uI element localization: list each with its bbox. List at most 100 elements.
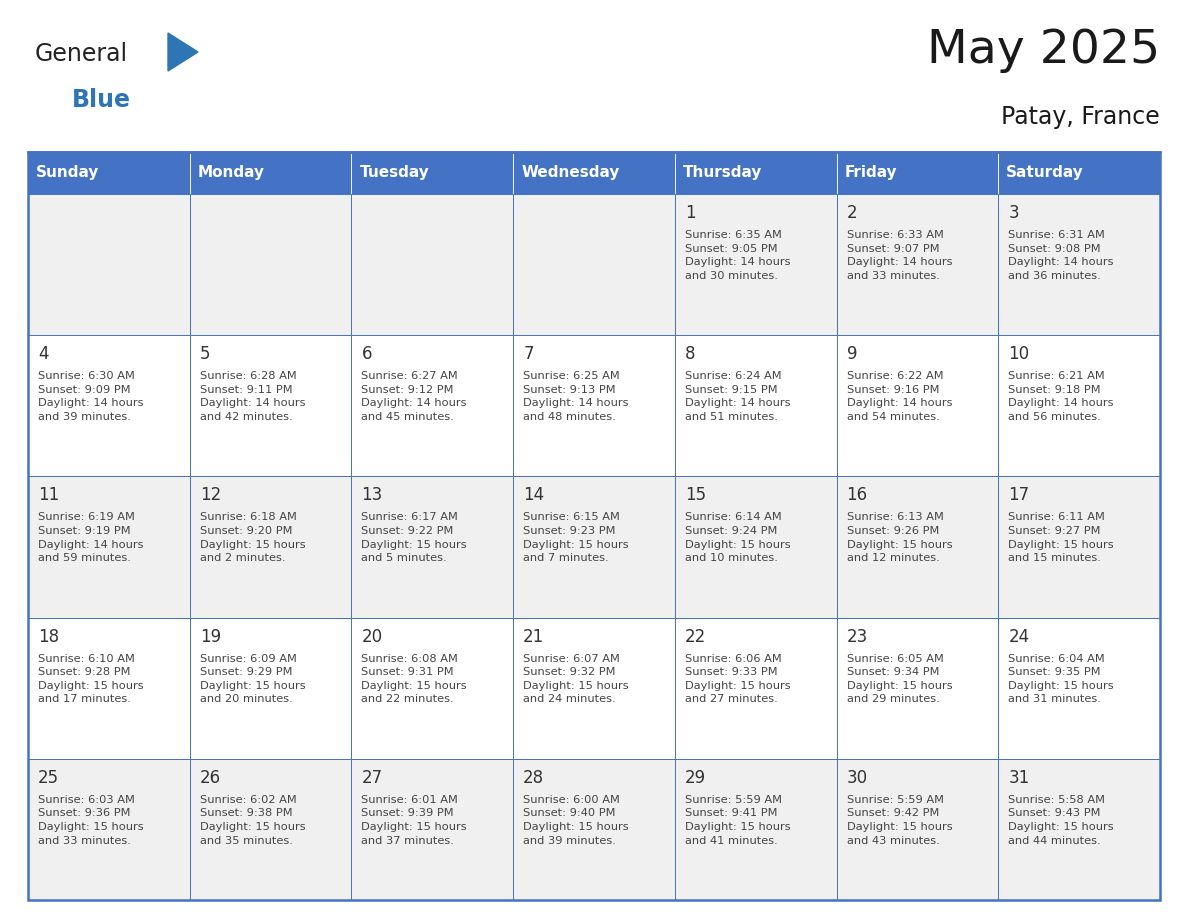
Text: Sunrise: 6:27 AM
Sunset: 9:12 PM
Daylight: 14 hours
and 45 minutes.: Sunrise: 6:27 AM Sunset: 9:12 PM Dayligh… [361,371,467,422]
Text: 24: 24 [1009,628,1030,645]
Text: Sunrise: 5:58 AM
Sunset: 9:43 PM
Daylight: 15 hours
and 44 minutes.: Sunrise: 5:58 AM Sunset: 9:43 PM Dayligh… [1009,795,1114,845]
Text: 13: 13 [361,487,383,504]
Text: 19: 19 [200,628,221,645]
FancyBboxPatch shape [29,152,190,194]
FancyBboxPatch shape [513,335,675,476]
FancyBboxPatch shape [675,618,836,759]
FancyBboxPatch shape [190,152,352,194]
FancyBboxPatch shape [675,194,836,335]
Text: Sunrise: 6:21 AM
Sunset: 9:18 PM
Daylight: 14 hours
and 56 minutes.: Sunrise: 6:21 AM Sunset: 9:18 PM Dayligh… [1009,371,1114,422]
FancyBboxPatch shape [352,335,513,476]
FancyBboxPatch shape [352,759,513,900]
Text: 30: 30 [847,768,867,787]
Text: 16: 16 [847,487,867,504]
Text: Sunrise: 6:25 AM
Sunset: 9:13 PM
Daylight: 14 hours
and 48 minutes.: Sunrise: 6:25 AM Sunset: 9:13 PM Dayligh… [523,371,628,422]
FancyBboxPatch shape [190,759,352,900]
Text: 6: 6 [361,345,372,364]
FancyBboxPatch shape [998,618,1159,759]
Text: Sunrise: 6:07 AM
Sunset: 9:32 PM
Daylight: 15 hours
and 24 minutes.: Sunrise: 6:07 AM Sunset: 9:32 PM Dayligh… [523,654,628,704]
Text: 15: 15 [684,487,706,504]
Text: 25: 25 [38,768,59,787]
Text: 21: 21 [523,628,544,645]
Text: 3: 3 [1009,204,1019,222]
Text: 9: 9 [847,345,857,364]
FancyBboxPatch shape [675,335,836,476]
FancyBboxPatch shape [675,759,836,900]
FancyBboxPatch shape [513,152,675,194]
FancyBboxPatch shape [998,335,1159,476]
FancyBboxPatch shape [352,194,513,335]
Text: 29: 29 [684,768,706,787]
FancyBboxPatch shape [836,152,998,194]
FancyBboxPatch shape [513,194,675,335]
Text: 17: 17 [1009,487,1030,504]
Text: Sunrise: 6:18 AM
Sunset: 9:20 PM
Daylight: 15 hours
and 2 minutes.: Sunrise: 6:18 AM Sunset: 9:20 PM Dayligh… [200,512,305,564]
FancyBboxPatch shape [998,759,1159,900]
FancyBboxPatch shape [513,759,675,900]
Text: Thursday: Thursday [683,165,763,181]
Text: 2: 2 [847,204,858,222]
Text: Friday: Friday [845,165,897,181]
Text: 12: 12 [200,487,221,504]
FancyBboxPatch shape [998,152,1159,194]
Polygon shape [168,33,198,71]
Text: Sunrise: 6:06 AM
Sunset: 9:33 PM
Daylight: 15 hours
and 27 minutes.: Sunrise: 6:06 AM Sunset: 9:33 PM Dayligh… [684,654,790,704]
Text: 7: 7 [523,345,533,364]
Text: Sunrise: 6:30 AM
Sunset: 9:09 PM
Daylight: 14 hours
and 39 minutes.: Sunrise: 6:30 AM Sunset: 9:09 PM Dayligh… [38,371,144,422]
Text: 27: 27 [361,768,383,787]
Text: Sunrise: 6:35 AM
Sunset: 9:05 PM
Daylight: 14 hours
and 30 minutes.: Sunrise: 6:35 AM Sunset: 9:05 PM Dayligh… [684,230,790,281]
FancyBboxPatch shape [998,476,1159,618]
Text: Sunrise: 6:03 AM
Sunset: 9:36 PM
Daylight: 15 hours
and 33 minutes.: Sunrise: 6:03 AM Sunset: 9:36 PM Dayligh… [38,795,144,845]
Text: 14: 14 [523,487,544,504]
FancyBboxPatch shape [998,194,1159,335]
Text: 11: 11 [38,487,59,504]
Text: Sunrise: 6:13 AM
Sunset: 9:26 PM
Daylight: 15 hours
and 12 minutes.: Sunrise: 6:13 AM Sunset: 9:26 PM Dayligh… [847,512,953,564]
Text: Sunday: Sunday [36,165,100,181]
FancyBboxPatch shape [836,759,998,900]
FancyBboxPatch shape [675,152,836,194]
Text: Sunrise: 6:33 AM
Sunset: 9:07 PM
Daylight: 14 hours
and 33 minutes.: Sunrise: 6:33 AM Sunset: 9:07 PM Dayligh… [847,230,952,281]
Text: Sunrise: 6:04 AM
Sunset: 9:35 PM
Daylight: 15 hours
and 31 minutes.: Sunrise: 6:04 AM Sunset: 9:35 PM Dayligh… [1009,654,1114,704]
FancyBboxPatch shape [29,759,190,900]
Text: Sunrise: 6:24 AM
Sunset: 9:15 PM
Daylight: 14 hours
and 51 minutes.: Sunrise: 6:24 AM Sunset: 9:15 PM Dayligh… [684,371,790,422]
FancyBboxPatch shape [29,335,190,476]
Text: Sunrise: 6:19 AM
Sunset: 9:19 PM
Daylight: 14 hours
and 59 minutes.: Sunrise: 6:19 AM Sunset: 9:19 PM Dayligh… [38,512,144,564]
Text: Sunrise: 6:10 AM
Sunset: 9:28 PM
Daylight: 15 hours
and 17 minutes.: Sunrise: 6:10 AM Sunset: 9:28 PM Dayligh… [38,654,144,704]
Text: 1: 1 [684,204,695,222]
FancyBboxPatch shape [836,618,998,759]
Text: Sunrise: 6:31 AM
Sunset: 9:08 PM
Daylight: 14 hours
and 36 minutes.: Sunrise: 6:31 AM Sunset: 9:08 PM Dayligh… [1009,230,1114,281]
Text: 23: 23 [847,628,867,645]
FancyBboxPatch shape [190,476,352,618]
Text: Sunrise: 6:02 AM
Sunset: 9:38 PM
Daylight: 15 hours
and 35 minutes.: Sunrise: 6:02 AM Sunset: 9:38 PM Dayligh… [200,795,305,845]
Text: Sunrise: 5:59 AM
Sunset: 9:42 PM
Daylight: 15 hours
and 43 minutes.: Sunrise: 5:59 AM Sunset: 9:42 PM Dayligh… [847,795,953,845]
Text: Blue: Blue [72,88,131,112]
Text: Sunrise: 6:11 AM
Sunset: 9:27 PM
Daylight: 15 hours
and 15 minutes.: Sunrise: 6:11 AM Sunset: 9:27 PM Dayligh… [1009,512,1114,564]
FancyBboxPatch shape [29,194,190,335]
Text: 8: 8 [684,345,695,364]
Text: Sunrise: 6:05 AM
Sunset: 9:34 PM
Daylight: 15 hours
and 29 minutes.: Sunrise: 6:05 AM Sunset: 9:34 PM Dayligh… [847,654,953,704]
Text: Sunrise: 6:22 AM
Sunset: 9:16 PM
Daylight: 14 hours
and 54 minutes.: Sunrise: 6:22 AM Sunset: 9:16 PM Dayligh… [847,371,952,422]
FancyBboxPatch shape [836,194,998,335]
Text: Sunrise: 6:01 AM
Sunset: 9:39 PM
Daylight: 15 hours
and 37 minutes.: Sunrise: 6:01 AM Sunset: 9:39 PM Dayligh… [361,795,467,845]
FancyBboxPatch shape [352,618,513,759]
Text: 18: 18 [38,628,59,645]
FancyBboxPatch shape [190,618,352,759]
Text: Sunrise: 6:28 AM
Sunset: 9:11 PM
Daylight: 14 hours
and 42 minutes.: Sunrise: 6:28 AM Sunset: 9:11 PM Dayligh… [200,371,305,422]
Text: Sunrise: 6:15 AM
Sunset: 9:23 PM
Daylight: 15 hours
and 7 minutes.: Sunrise: 6:15 AM Sunset: 9:23 PM Dayligh… [523,512,628,564]
Text: 22: 22 [684,628,706,645]
FancyBboxPatch shape [29,476,190,618]
FancyBboxPatch shape [836,335,998,476]
Text: Sunrise: 6:14 AM
Sunset: 9:24 PM
Daylight: 15 hours
and 10 minutes.: Sunrise: 6:14 AM Sunset: 9:24 PM Dayligh… [684,512,790,564]
Text: 26: 26 [200,768,221,787]
Text: 10: 10 [1009,345,1030,364]
Text: General: General [34,42,128,66]
Text: 20: 20 [361,628,383,645]
FancyBboxPatch shape [352,152,513,194]
Text: Sunrise: 6:08 AM
Sunset: 9:31 PM
Daylight: 15 hours
and 22 minutes.: Sunrise: 6:08 AM Sunset: 9:31 PM Dayligh… [361,654,467,704]
Text: Saturday: Saturday [1006,165,1085,181]
FancyBboxPatch shape [836,476,998,618]
Text: Sunrise: 5:59 AM
Sunset: 9:41 PM
Daylight: 15 hours
and 41 minutes.: Sunrise: 5:59 AM Sunset: 9:41 PM Dayligh… [684,795,790,845]
FancyBboxPatch shape [513,618,675,759]
Text: Sunrise: 6:09 AM
Sunset: 9:29 PM
Daylight: 15 hours
and 20 minutes.: Sunrise: 6:09 AM Sunset: 9:29 PM Dayligh… [200,654,305,704]
Text: 28: 28 [523,768,544,787]
